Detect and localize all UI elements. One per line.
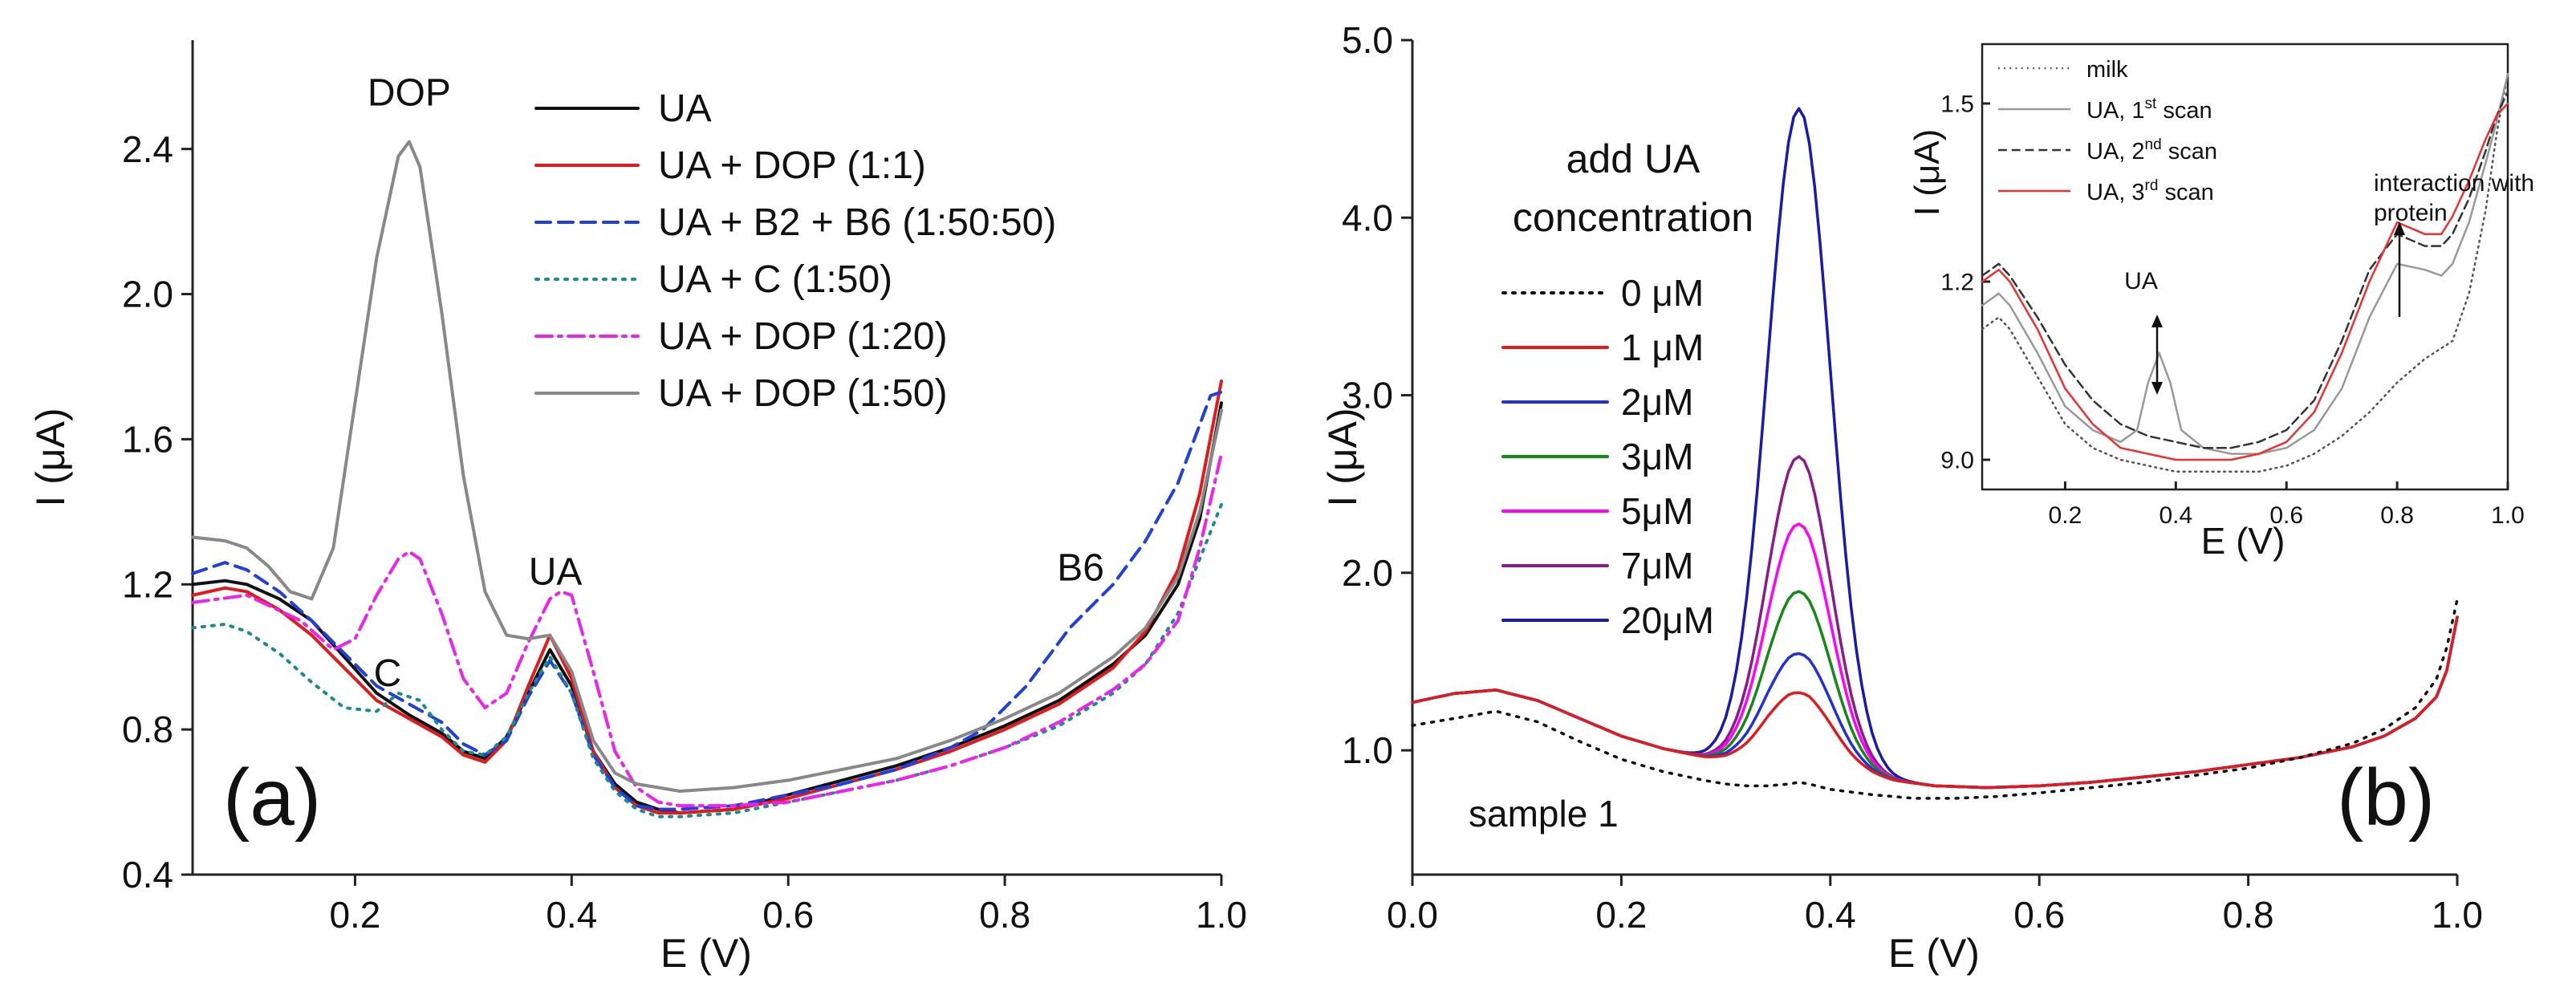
panel-b-y-tick-label: 2.0	[1342, 552, 1393, 594]
inset-series-line	[1981, 90, 2509, 449]
panel-b-x-axis-label: E (V)	[1888, 931, 1980, 976]
panel-a-label: (a)	[223, 753, 321, 843]
legend-entry: 7μM	[1621, 545, 1693, 587]
peak-label: C	[374, 652, 402, 695]
panel-a-y-tick-label: 1.2	[122, 563, 173, 605]
panel-a-y-tick-label: 0.8	[122, 709, 173, 750]
legend-entry: 3μM	[1621, 436, 1693, 477]
panel-b: 0.0 0.2 0.4 0.6 0.8 1.01.02.03.04.05.0 E (V) …	[1320, 19, 2534, 976]
inset-y-tick-label: 1.2	[1940, 270, 1974, 296]
inset-x-axis-label: E (V)	[2201, 520, 2285, 562]
legend-entry: 2μM	[1621, 381, 1693, 423]
legend-entry: UA + DOP (1:50)	[658, 372, 948, 415]
inset-ua-annotation: UA	[2124, 268, 2158, 294]
panel-a: 0.2 0.4 0.6 0.8 1.00.40.81.21.62.02.4 E (V) …	[28, 40, 1247, 976]
panel-a-x-tick-label: 0.6	[762, 894, 814, 936]
panel-b-x-tick-label: 0.6	[2013, 894, 2065, 936]
panel-a-y-tick-label: 2.0	[122, 274, 173, 315]
series-line	[191, 390, 1223, 811]
legend-title-line-1: add UA	[1566, 136, 1700, 181]
panel-b-x-tick-label: 0.0	[1387, 894, 1438, 936]
panel-a-x-axis-label: E (V)	[660, 931, 752, 976]
inset-series-line	[1981, 72, 2509, 455]
series-line	[1411, 598, 2459, 800]
inset-legend-entry: milk	[2086, 57, 2128, 83]
legend-entry: UA + DOP (1:20)	[658, 315, 948, 358]
peak-label: B6	[1057, 547, 1104, 590]
series-line	[191, 380, 1223, 815]
inset-legend-entry: UA, 3rd scan	[2086, 177, 2214, 205]
panel-a-x-tick-label: 0.4	[546, 894, 597, 936]
panel-a-x-tick-label: 0.2	[329, 894, 380, 936]
inset-x-tick-label: 0.4	[2159, 502, 2192, 529]
legend-title-line-2: concentration	[1513, 195, 1753, 240]
panel-b-y-tick-label: 3.0	[1342, 375, 1393, 416]
panel-a-x-tick-label: 0.8	[979, 894, 1030, 936]
legend-entry: 5μM	[1621, 490, 1693, 532]
peak-label: DOP	[368, 71, 451, 114]
series-line	[191, 140, 1223, 793]
panel-a-y-tick-label: 1.6	[122, 418, 173, 460]
legend-entry: UA + C (1:50)	[658, 258, 892, 301]
panel-b-legend: 0 μM 1 μM 2μM 3μM 5μM 7μM 20μM	[1501, 272, 1714, 641]
panel-b-y-tick-label: 4.0	[1342, 197, 1393, 238]
inset-protein-arrowhead	[2394, 221, 2405, 235]
inset-protein-annotation-line-2: protein	[2374, 200, 2448, 226]
panel-a-y-axis-label: I (μA)	[28, 408, 73, 506]
inset-x-tick-label: 0.2	[2049, 502, 2082, 529]
inset-ua-arrowhead-down	[2151, 382, 2163, 395]
legend-entry: 1 μM	[1621, 327, 1704, 368]
panel-a-x-tick-label: 1.0	[1196, 894, 1247, 936]
legend-entry: UA + DOP (1:1)	[658, 144, 926, 187]
panel-b-y-tick-label: 1.0	[1342, 729, 1393, 771]
panel-b-label: (b)	[2337, 753, 2435, 843]
inset-legend-entry: UA, 2nd scan	[2086, 136, 2217, 164]
legend-entry: UA + B2 + B6 (1:50:50)	[658, 201, 1056, 244]
panel-b-x-tick-label: 1.0	[2432, 894, 2483, 936]
inset-x-tick-label: 0.8	[2380, 502, 2414, 529]
peak-label: UA	[529, 550, 583, 593]
panel-b-x-tick-label: 0.8	[2223, 894, 2274, 936]
inset-series-line	[1981, 102, 2509, 461]
inset-series-line	[1981, 72, 2509, 473]
legend-entry: 0 μM	[1621, 272, 1704, 314]
panel-b-x-tick-label: 0.4	[1805, 894, 1856, 936]
inset-x-tick-label: 1.0	[2491, 502, 2525, 529]
inset-ua-arrowhead-up	[2151, 315, 2163, 327]
inset-protein-annotation-line-1: interaction with	[2374, 170, 2534, 197]
inset-y-axis-label: I (μA)	[1908, 129, 1947, 216]
inset-y-tick-label: 1.5	[1940, 91, 1974, 118]
inset-frame	[1981, 43, 2509, 491]
panel-b-y-axis-label: I (μA)	[1320, 408, 1365, 506]
legend-entry: UA	[658, 87, 712, 130]
panel-b-y-tick-label: 5.0	[1342, 19, 1393, 61]
panel-a-y-tick-label: 0.4	[122, 854, 173, 895]
sample-label: sample 1	[1469, 793, 1619, 834]
series-line	[191, 452, 1223, 808]
inset-plot: 0.2 0.4 0.6 0.8 1.0 9.0 1.2 1.5 E (V) I (μA) mi…	[1908, 43, 2534, 562]
panel-a-y-tick-label: 2.4	[122, 128, 173, 170]
inset-y-tick-label: 9.0	[1940, 448, 1974, 474]
panel-a-legend: UA UA + DOP (1:1) UA + B2 + B6 (1:50:50) UA…	[534, 87, 1056, 415]
panel-b-x-tick-label: 0.2	[1595, 894, 1647, 936]
legend-entry: 20μM	[1621, 599, 1714, 641]
inset-x-tick-label: 0.6	[2269, 502, 2303, 529]
